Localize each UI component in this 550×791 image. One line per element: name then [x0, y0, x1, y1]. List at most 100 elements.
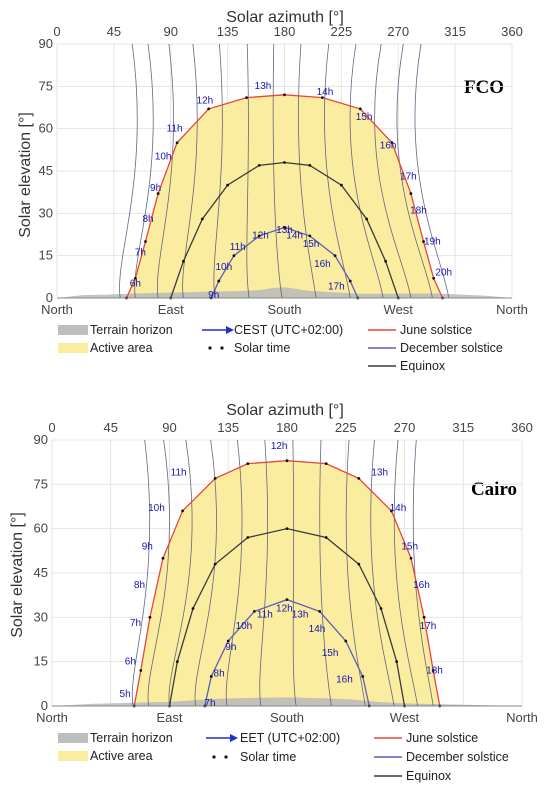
hour-label: 10h: [155, 152, 172, 163]
legend-solar-dot-a: [208, 346, 212, 350]
solar-time-dot: [390, 141, 394, 145]
analemma-curve: [298, 43, 317, 299]
hour-label: 16h: [413, 580, 430, 591]
solar-time-dot: [283, 226, 286, 229]
solar-time-dot: [384, 259, 388, 263]
legend-terrain-label: Terrain horizon: [90, 323, 173, 337]
x-tick-label: 360: [511, 420, 533, 435]
x-tick-label: 360: [501, 24, 523, 39]
hour-label: 10h: [148, 503, 165, 514]
solar-time-dot: [357, 562, 361, 566]
hour-label: 7h: [130, 618, 141, 629]
panel-cairo: Solar azimuth [°] Cairo Solar elevation …: [9, 402, 517, 638]
analemma-curve: [157, 43, 174, 299]
hour-label: 19h: [424, 236, 441, 247]
legend-equinox-label: Equinox: [406, 769, 452, 783]
active-area: [126, 94, 443, 298]
x-tick-label: 270: [394, 420, 416, 435]
x-tick-label: 0: [53, 24, 60, 39]
y-tick-label: 0: [41, 698, 48, 713]
x-tick-label: 315: [444, 24, 466, 39]
solar-time-dot: [245, 96, 248, 100]
direction-label: North: [41, 302, 73, 317]
solar-time-dot: [285, 527, 289, 531]
fco-x-title: Solar azimuth [°]: [226, 9, 344, 26]
solar-time-dot: [144, 240, 147, 243]
solar-time-dot: [432, 276, 436, 280]
cairo-site-label: Cairo: [471, 479, 517, 500]
y-tick-label: 75: [34, 476, 48, 491]
solar-time-dot: [358, 107, 362, 111]
legend-december-label: December solstice: [406, 750, 509, 764]
solar-time-dot: [361, 675, 365, 678]
analemma-curve: [319, 439, 332, 707]
solar-time-dot: [148, 615, 152, 619]
hour-label: 15h: [356, 112, 373, 123]
analemma-curve: [213, 43, 223, 299]
y-tick-label: 30: [34, 609, 48, 624]
hour-label: 15h: [322, 648, 339, 659]
panel-fco: Solar azimuth [°] FCO Solar elevation [°…: [17, 9, 504, 238]
legend-time-label: CEST (UTC+02:00): [234, 323, 343, 337]
solar-time-dot: [333, 254, 337, 258]
solar-time-dot: [308, 234, 312, 238]
solar-time-dot: [181, 509, 184, 513]
legend-solar-label: Solar time: [234, 341, 290, 355]
solar-time-dot: [321, 96, 324, 100]
solar-time-dot: [161, 556, 165, 560]
solar-time-dot: [357, 477, 361, 480]
hour-label: 10h: [236, 621, 253, 632]
solar-time-dot: [365, 217, 369, 221]
solar-time-dot: [207, 107, 211, 111]
analemma-curve: [194, 439, 217, 707]
x-tick-label: 225: [331, 24, 353, 39]
hour-label: 12h: [252, 231, 269, 242]
solar-time-dot: [409, 192, 413, 195]
hour-label: 7h: [135, 248, 146, 259]
solar-time-dot: [200, 217, 204, 221]
hour-label: 11h: [230, 242, 246, 253]
x-tick-label: 135: [217, 420, 239, 435]
legend-june-label: June solstice: [406, 731, 478, 745]
x-tick-label: 45: [107, 24, 121, 39]
solar-time-dot: [283, 93, 286, 97]
hour-label: 20h: [435, 267, 452, 278]
x-tick-label: 45: [104, 420, 118, 435]
fco-site-label: FCO: [464, 77, 504, 98]
y-tick-label: 0: [46, 290, 53, 305]
solar-time-dot: [344, 639, 348, 643]
solar-time-dot: [246, 536, 250, 539]
solar-time-dot: [395, 660, 399, 664]
hour-label: 14h: [390, 503, 407, 514]
hour-label: 9h: [150, 183, 161, 194]
solar-time-dot: [181, 259, 185, 263]
direction-label: North: [36, 710, 68, 725]
hour-label: 18h: [426, 665, 443, 676]
hour-label: 13h: [255, 81, 272, 92]
solar-time-dot: [246, 462, 250, 466]
solar-time-dot: [409, 556, 413, 560]
hour-label: 8h: [214, 668, 225, 679]
analemma-curve: [182, 43, 198, 299]
solar-time-dot: [226, 183, 230, 187]
solar-time-dot: [339, 183, 343, 187]
legend-terrain-swatch: [58, 733, 88, 743]
hour-label: 17h: [328, 282, 345, 293]
y-tick-label: 45: [39, 163, 53, 178]
x-tick-label: 180: [274, 24, 296, 39]
direction-label: North: [506, 710, 538, 725]
x-tick-label: 90: [164, 24, 178, 39]
active-area: [134, 460, 440, 706]
hour-label: 12h: [271, 441, 288, 452]
analemma-curve: [168, 439, 193, 707]
analemma-curve: [393, 439, 418, 707]
hour-label: 6h: [130, 279, 141, 290]
direction-label: East: [156, 710, 182, 725]
solar-time-dot: [133, 276, 137, 280]
legend-june-label: June solstice: [400, 323, 472, 337]
hour-label: 13h: [276, 225, 293, 236]
hour-label: 12h: [276, 603, 293, 614]
legend-equinox-label: Equinox: [400, 359, 446, 373]
analemma-curve: [131, 439, 151, 707]
